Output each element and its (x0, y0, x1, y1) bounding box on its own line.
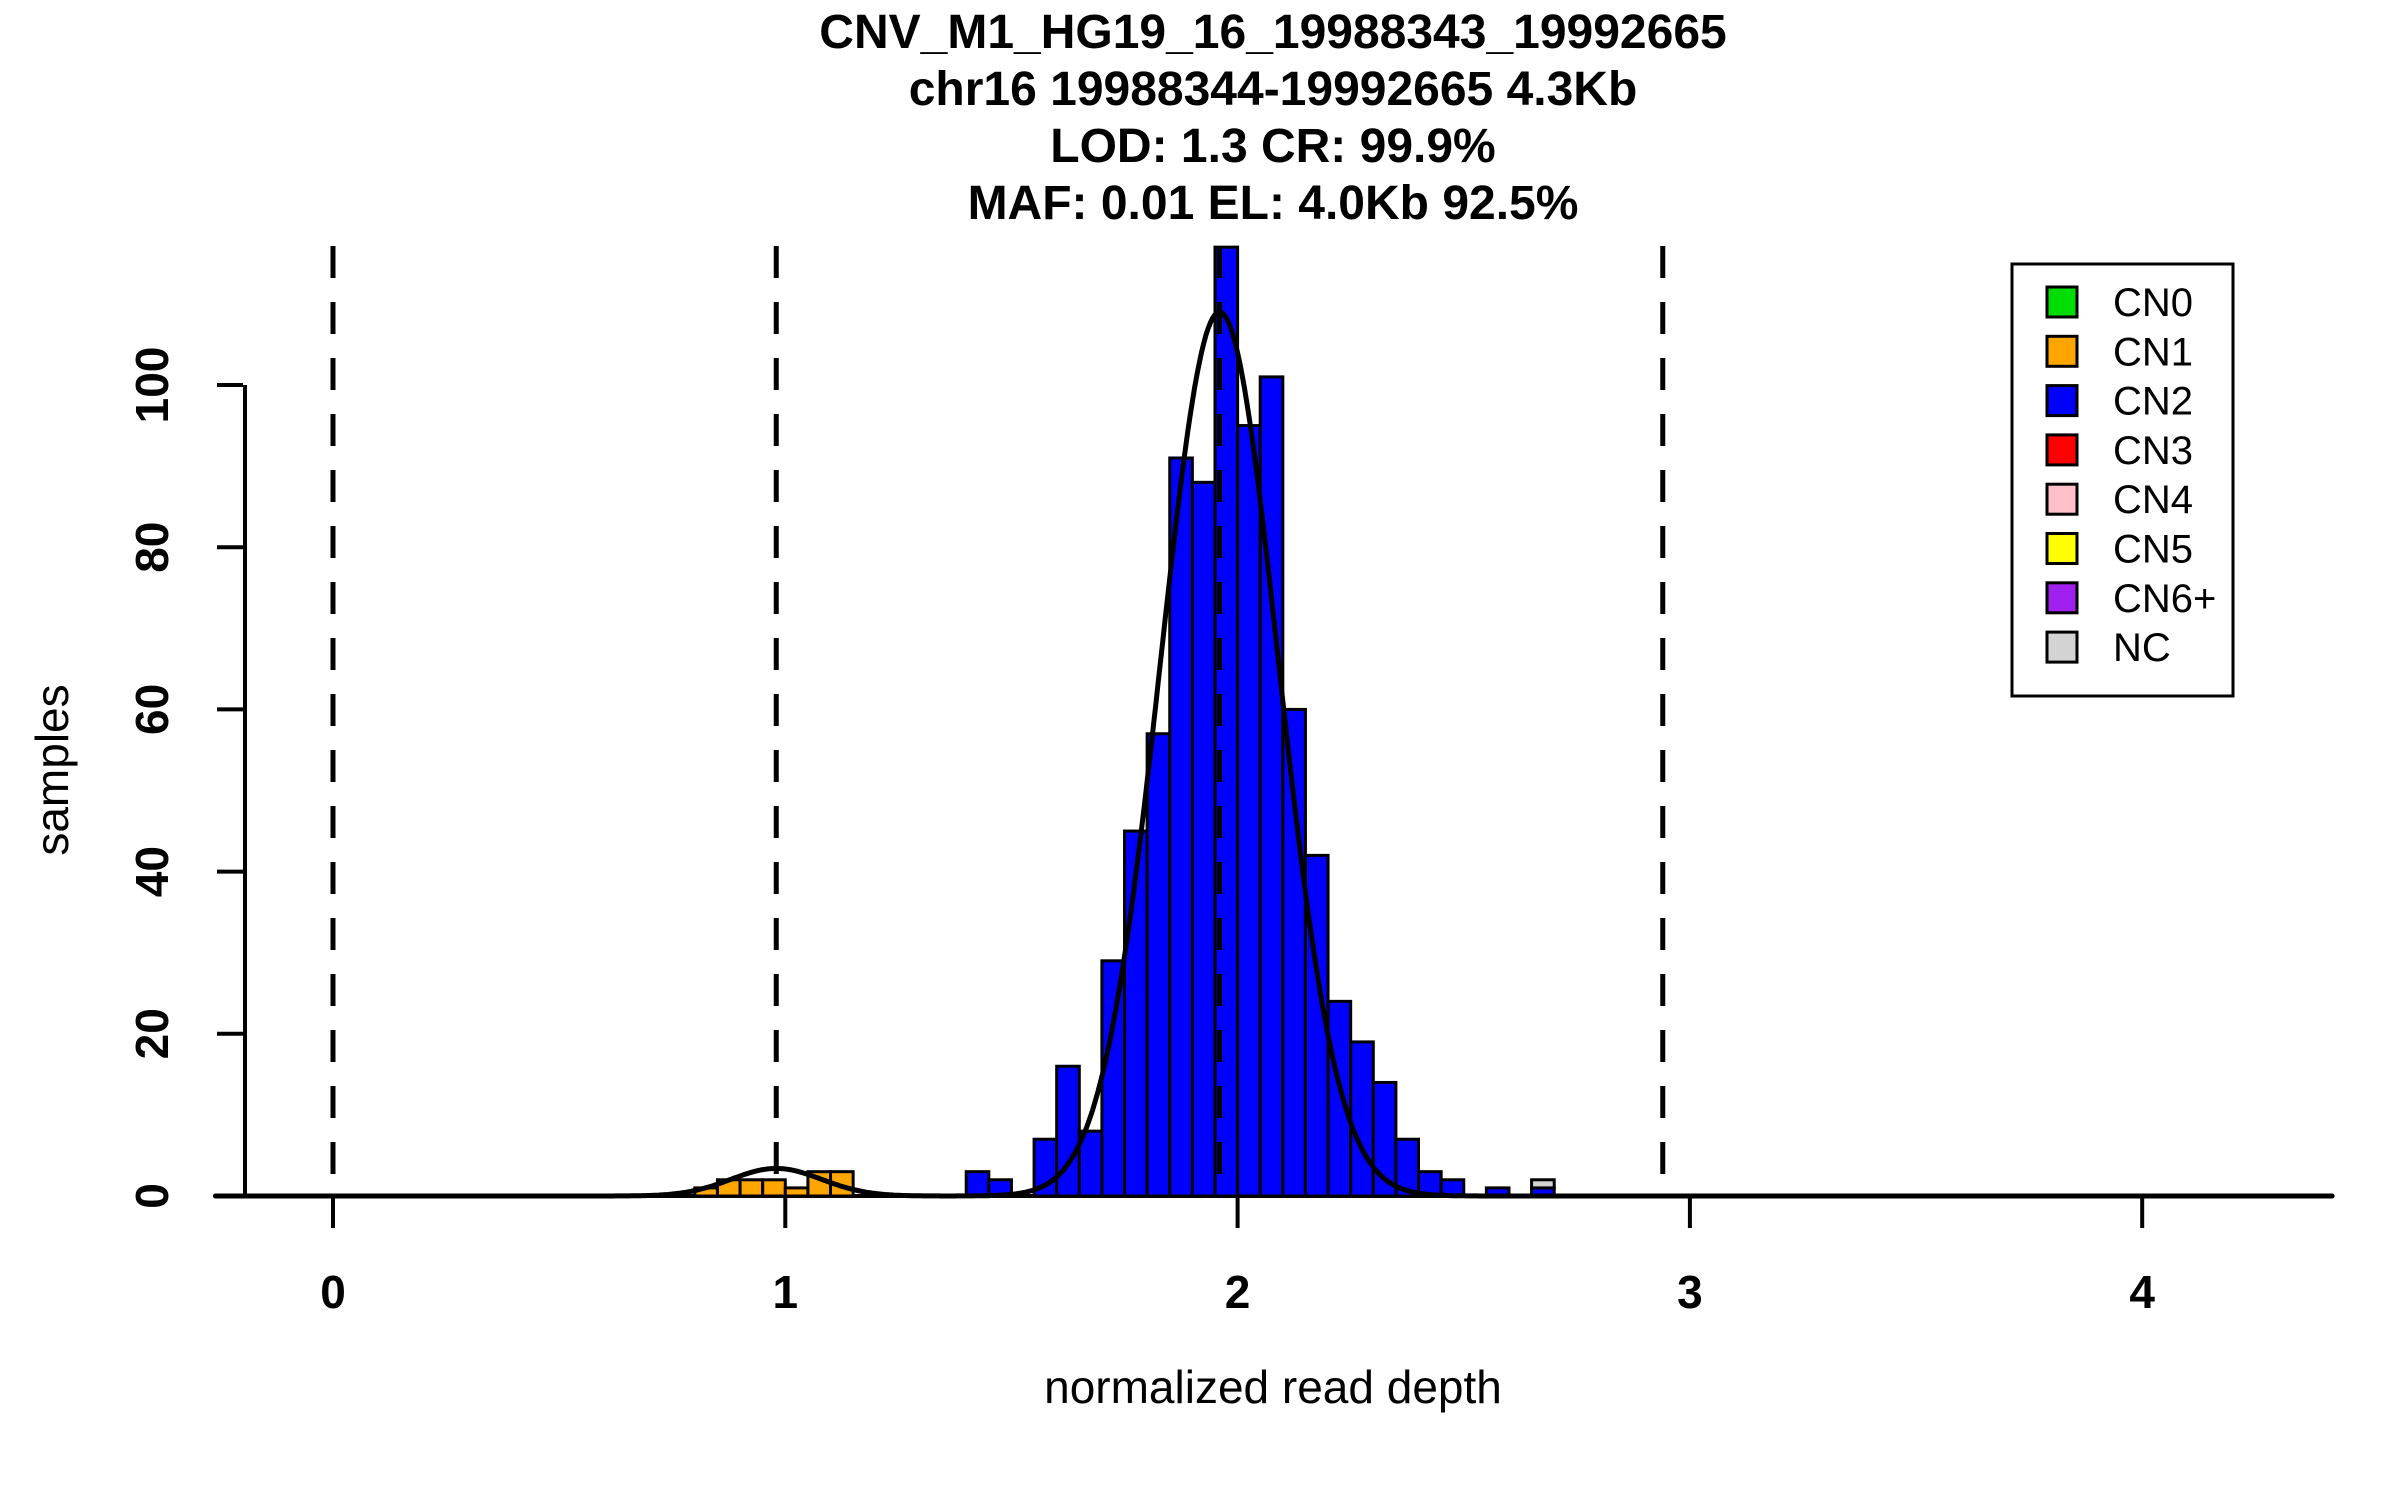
histogram-bar-cn2 (1236, 424, 1262, 1198)
x-tick-label: 2 (1225, 1266, 1251, 1318)
legend-label-cn6plus: CN6+ (2113, 577, 2216, 621)
legend-swatch-cn3 (2045, 433, 2079, 467)
x-tick-label: 1 (773, 1266, 799, 1318)
y-tick-label: 100 (126, 347, 178, 424)
histogram-bar-cn2 (1326, 999, 1353, 1198)
histogram-bar-cn2 (1190, 480, 1217, 1198)
histogram-bar-cn2 (964, 1170, 991, 1198)
histogram-bar-nc (1530, 1178, 1556, 1190)
y-tick-label: 80 (126, 522, 178, 573)
legend-label-cn1: CN1 (2113, 330, 2193, 374)
histogram-bar-cn1 (761, 1178, 787, 1198)
y-tick-label: 40 (126, 846, 178, 897)
legend-swatch-nc (2045, 630, 2079, 664)
legend-label-nc: NC (2113, 626, 2171, 670)
title-line-1: CNV_M1_HG19_16_19988343_19992665 (819, 6, 1727, 59)
legend-label-cn0: CN0 (2113, 281, 2193, 325)
x-tick-label: 4 (2129, 1266, 2155, 1318)
legend-swatch-cn6plus (2045, 581, 2079, 615)
histogram-bar-cn1 (783, 1186, 810, 1198)
x-axis-title: normalized read depth (1044, 1361, 1502, 1413)
histogram-bar-cn2 (1258, 375, 1285, 1198)
density-curve (212, 309, 2335, 1199)
histogram-bar-cn1 (738, 1178, 765, 1198)
legend-swatch-cn0 (2045, 285, 2079, 319)
chart-title: CNV_M1_HG19_16_19988343_19992665 chr16 1… (273, 4, 2273, 232)
legend-swatch-cn2 (2045, 384, 2079, 418)
legend-label-cn3: CN3 (2113, 429, 2193, 473)
y-tick-label: 60 (126, 684, 178, 735)
title-line-2: chr16 19988344-19992665 4.3Kb (908, 63, 1638, 116)
legend-swatch-cn4 (2045, 482, 2079, 516)
histogram-bar-cn2 (1349, 1040, 1375, 1198)
y-axis-title: samples (26, 684, 78, 856)
y-tick-label: 0 (126, 1183, 178, 1209)
histogram-bar-cn2 (1100, 959, 1127, 1198)
x-tick-label: 0 (320, 1266, 346, 1318)
y-tick-label: 20 (126, 1008, 178, 1059)
legend-swatch-cn5 (2045, 532, 2079, 565)
histogram-bar-cn2 (1394, 1137, 1421, 1198)
title-line-3: LOD: 1.3 CR: 99.9% (1050, 120, 1496, 173)
x-tick-label: 3 (1677, 1266, 1703, 1318)
title-line-4: MAF: 0.01 EL: 4.0Kb 92.5% (967, 177, 1579, 230)
legend-swatch-cn1 (2045, 334, 2079, 368)
histogram-bar-cn2 (1145, 732, 1172, 1198)
legend-label-cn5: CN5 (2113, 528, 2193, 572)
legend-label-cn2: CN2 (2113, 380, 2193, 424)
legend-label-cn4: CN4 (2113, 478, 2193, 522)
